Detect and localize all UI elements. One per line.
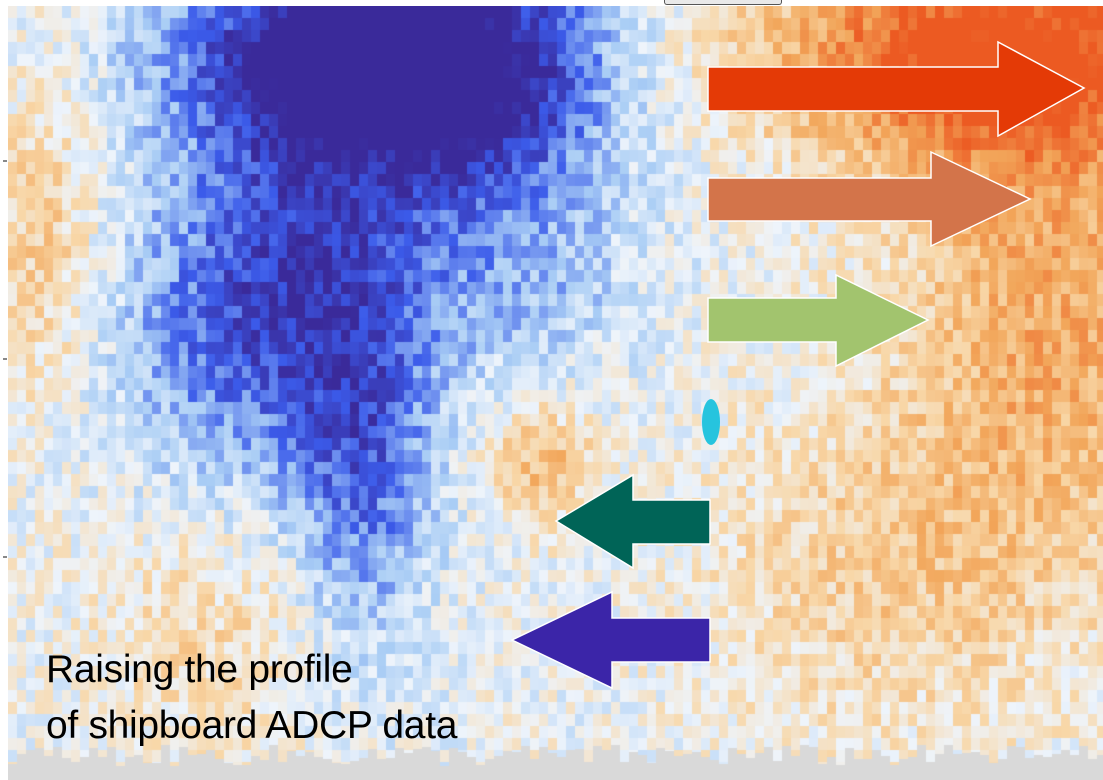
zero-velocity-marker-icon: [702, 399, 720, 445]
arrow-purple-left-icon: [510, 590, 711, 690]
arrow-orange-right-icon: [707, 150, 1032, 248]
slide-caption: Raising the profile of shipboard ADCP da…: [46, 642, 606, 754]
top-margin: [0, 0, 1103, 6]
axis-tick: [3, 556, 7, 558]
axis-tick: [3, 358, 7, 360]
arrow-teal-left-icon: [554, 473, 711, 570]
arrow-green-right-icon: [707, 273, 930, 368]
left-margin: [0, 0, 8, 780]
caption-line-1: Raising the profile: [46, 648, 353, 691]
axis-tick: [3, 160, 7, 162]
caption-line-2: of shipboard ADCP data: [46, 704, 458, 747]
arrow-red-right-icon: [707, 40, 1086, 138]
window-tab-handle[interactable]: [664, 0, 782, 5]
